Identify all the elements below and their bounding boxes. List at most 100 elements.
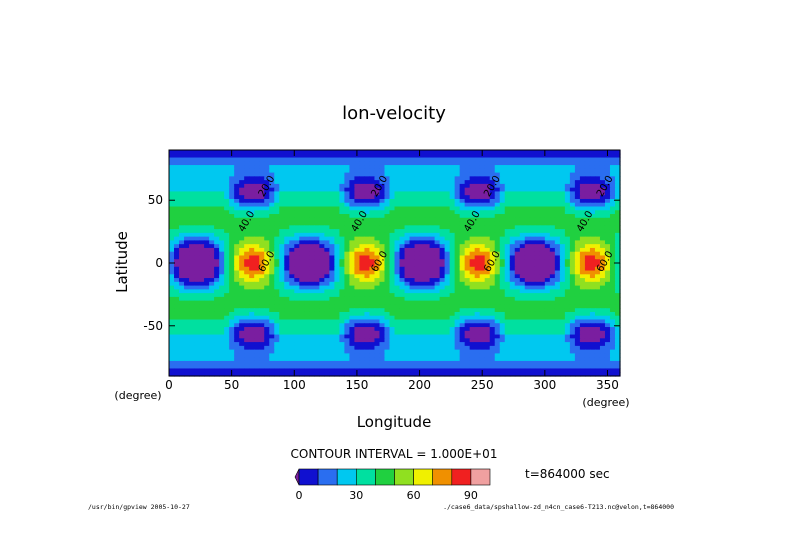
heatmap-cell: [474, 315, 481, 321]
heatmap-cell: [274, 229, 280, 234]
heatmap-cell: [609, 180, 616, 185]
heatmap-cell: [554, 285, 561, 290]
heatmap-cell: [559, 247, 566, 253]
heatmap-cell: [344, 259, 350, 264]
heatmap-cell: [189, 210, 195, 215]
heatmap-cell: [544, 150, 551, 155]
heatmap-cell: [599, 172, 606, 177]
heatmap-cell: [359, 311, 366, 317]
heatmap-cell: [464, 263, 471, 268]
heatmap-cell: [324, 315, 330, 321]
heatmap-cell: [304, 353, 310, 358]
heatmap-cell: [604, 214, 611, 219]
heatmap-cell: [544, 180, 551, 185]
heatmap-cell: [554, 168, 561, 174]
heatmap-cell: [349, 304, 356, 309]
heatmap-cell: [404, 187, 411, 193]
heatmap-cell: [329, 210, 335, 215]
heatmap-cell: [349, 236, 356, 241]
heatmap-cell: [289, 165, 295, 170]
heatmap-cell: [334, 172, 340, 177]
heatmap-cell: [329, 259, 335, 264]
heatmap-cell: [209, 225, 215, 230]
heatmap-cell: [574, 259, 581, 264]
heatmap-cell: [494, 225, 501, 230]
heatmap-cell: [394, 315, 401, 321]
heatmap-cell: [414, 161, 421, 166]
heatmap-cell: [484, 221, 491, 226]
heatmap-cell: [534, 255, 541, 260]
heatmap-cell: [299, 311, 305, 317]
heatmap-cell: [184, 165, 190, 170]
heatmap-cell: [289, 172, 295, 177]
heatmap-cell: [489, 195, 496, 200]
heatmap-cell: [579, 225, 586, 230]
heatmap-cell: [344, 168, 350, 174]
heatmap-cell: [609, 210, 616, 215]
heatmap-cell: [384, 300, 391, 306]
heatmap-cell: [354, 266, 361, 272]
heatmap-cell: [489, 315, 496, 321]
heatmap-cell: [514, 311, 521, 317]
heatmap-cell: [179, 274, 185, 279]
heatmap-cell: [174, 330, 180, 336]
heatmap-cell: [409, 315, 416, 321]
heatmap-cell: [579, 168, 586, 174]
heatmap-cell: [304, 296, 310, 302]
heatmap-cell: [279, 202, 285, 208]
heatmap-cell: [264, 259, 270, 264]
heatmap-cell: [279, 217, 285, 223]
heatmap-cell: [424, 338, 431, 343]
heatmap-cell: [414, 183, 421, 189]
heatmap-cell: [544, 334, 551, 339]
heatmap-cell: [544, 168, 551, 174]
heatmap-cell: [384, 323, 391, 328]
heatmap-cell: [209, 191, 215, 196]
heatmap-cell: [279, 300, 285, 306]
heatmap-cell: [424, 217, 431, 223]
heatmap-cell: [214, 221, 220, 226]
heatmap-cell: [484, 165, 491, 170]
heatmap-cell: [514, 172, 521, 177]
heatmap-cell: [219, 187, 225, 193]
heatmap-cell: [484, 180, 491, 185]
heatmap-cell: [169, 315, 175, 321]
heatmap-cell: [494, 315, 501, 321]
heatmap-cell: [614, 259, 621, 264]
heatmap-cell: [534, 330, 541, 336]
heatmap-cell: [574, 217, 581, 223]
heatmap-cell: [374, 311, 381, 317]
heatmap-cell: [449, 338, 456, 343]
heatmap-cell: [369, 244, 376, 249]
heatmap-cell: [174, 168, 180, 174]
heatmap-cell: [599, 330, 606, 336]
heatmap-cell: [579, 176, 586, 181]
heatmap-cell: [434, 296, 441, 302]
heatmap-cell: [394, 150, 401, 155]
heatmap-cell: [559, 311, 566, 317]
heatmap-cell: [359, 202, 366, 208]
heatmap-cell: [289, 349, 295, 354]
heatmap-cell: [184, 183, 190, 189]
heatmap-cell: [209, 293, 215, 298]
heatmap-cell: [409, 217, 416, 223]
heatmap-cell: [264, 281, 270, 287]
heatmap-cell: [364, 236, 371, 241]
heatmap-cell: [354, 157, 361, 162]
heatmap-cell: [329, 327, 335, 332]
heatmap-cell: [414, 236, 421, 241]
heatmap-cell: [309, 289, 315, 294]
heatmap-cell: [589, 338, 596, 343]
heatmap-cell: [609, 150, 616, 155]
heatmap-cell: [604, 247, 611, 253]
heatmap-cell: [569, 157, 576, 162]
heatmap-cell: [564, 191, 571, 196]
heatmap-cell: [409, 285, 416, 290]
heatmap-cell: [334, 342, 340, 347]
heatmap-cell: [509, 180, 516, 185]
heatmap-cell: [374, 315, 381, 321]
heatmap-cell: [484, 345, 491, 351]
heatmap-cell: [569, 176, 576, 181]
heatmap-cell: [279, 319, 285, 324]
heatmap-cell: [234, 300, 240, 306]
